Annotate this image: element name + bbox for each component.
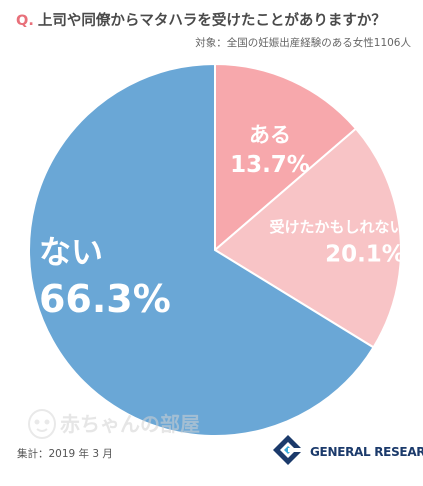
pie-slice-1: [214, 62, 358, 253]
general-research-logo-icon: [273, 435, 303, 465]
brand-name: GENERAL RESEARCH: [310, 445, 423, 459]
pie-slice-3: [28, 62, 375, 437]
watermark-logo: 赤ちゃんの部屋: [28, 409, 200, 439]
question-text: 上司や同僚からマタハラを受けたことがありますか？: [37, 13, 386, 29]
pie-slice-2: [213, 127, 402, 349]
slice-value-3: 66.3%: [39, 277, 171, 321]
question-prefix: Q.: [16, 13, 34, 29]
brand-logo: GENERAL RESEARCH: [272, 434, 423, 468]
survey-subject: 対象：全国の妊娠出産経験のある女性1106人: [195, 37, 411, 49]
survey-date: 集計：2019 年 3 月: [17, 448, 113, 460]
slice-value-1: 13.7%: [230, 152, 310, 178]
slice-label-1: ある: [249, 123, 291, 147]
question-title: Q. 上司や同僚からマタハラを受けたことがありますか？: [16, 9, 416, 30]
watermark-text: 赤ちゃんの部屋: [60, 412, 200, 436]
slice-label-3: ない: [39, 233, 103, 271]
slice-label-2: 受けたかもしれない: [269, 218, 404, 236]
slice-value-2: 20.1%: [325, 242, 405, 268]
